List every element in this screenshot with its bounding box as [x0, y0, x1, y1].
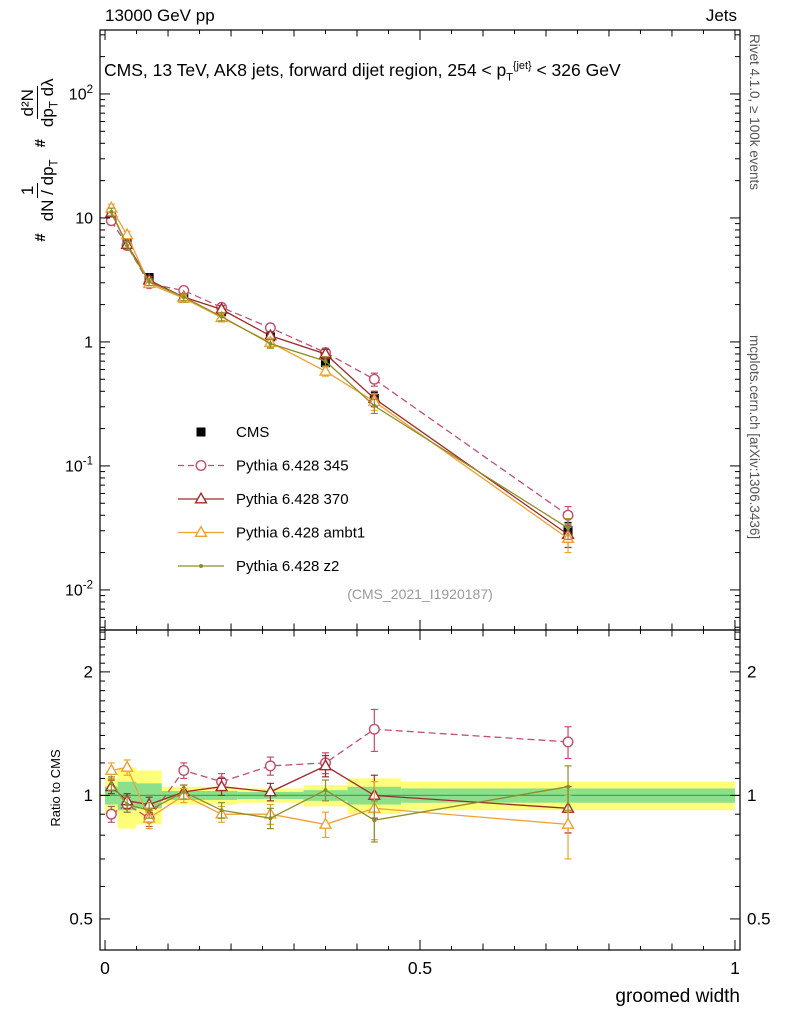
- panel-frame: [99, 629, 741, 951]
- legend-label: Pythia 6.428 ambt1: [236, 525, 365, 542]
- data-marker: [219, 314, 224, 319]
- legend-item-pythia-6-428-ambt1: Pythia 6.428 ambt1: [178, 525, 365, 542]
- data-marker: [120, 760, 134, 772]
- observable-group-label: Jets: [705, 6, 737, 25]
- y-tick-label: 1: [84, 786, 93, 805]
- ratio-y-axis-label: Ratio to CMS: [48, 749, 63, 827]
- data-marker: [196, 427, 206, 437]
- data-marker: [194, 525, 208, 537]
- legend-label: CMS: [236, 424, 269, 441]
- data-marker: [181, 789, 186, 794]
- series-pythia-6-428-z2: [107, 207, 572, 541]
- ylabel-fraction-1: 1 dN / dpT: [18, 159, 61, 221]
- data-marker: [125, 802, 130, 807]
- ylabel-frac1-numerator: 1: [18, 182, 39, 199]
- tick-marks: [100, 630, 740, 950]
- legend: CMS Pythia 6.428 345 Pythia 6.428 370 Pythi…: [178, 424, 365, 575]
- series-line: [110, 728, 569, 820]
- ylabel-frac2-numerator: d²N: [18, 86, 39, 120]
- main-y-axis-label: # 1 dN / dpT # d²N dpT dλ: [8, 0, 72, 320]
- y-tick-label: 0.5: [69, 909, 93, 928]
- data-marker: [120, 227, 134, 240]
- data-marker: [318, 817, 333, 829]
- ylabel-hash-2: #: [31, 139, 49, 148]
- y-tick-label: 10-1: [65, 456, 93, 476]
- ylabel-frac2-denominator: dpT dλ: [38, 78, 61, 128]
- series-pythia-6-428-345: [105, 215, 574, 527]
- data-marker: [566, 526, 571, 531]
- beam-energy-label: 13000 GeV pp: [105, 6, 215, 25]
- data-marker: [323, 788, 328, 793]
- rivet-version-label: Rivet 4.1.0, ≥ 100k events: [747, 34, 762, 190]
- ratio-panel: 0.5 0.5 1 1 2 2: [69, 629, 771, 951]
- mcplots-reference-label: mcplots.cern.ch [arXiv:1306.3436]: [747, 335, 762, 540]
- data-marker: [268, 341, 273, 346]
- data-marker: [318, 364, 333, 376]
- data-marker: [372, 403, 377, 408]
- data-marker: [264, 760, 276, 772]
- ylabel-hash-1: #: [31, 233, 49, 242]
- plot-title: CMS, 13 TeV, AK8 jets, forward dijet reg…: [104, 60, 621, 84]
- x-tick-label: 0.5: [408, 958, 432, 978]
- x-axis-label: groomed width: [615, 986, 740, 1007]
- data-marker: [147, 808, 152, 813]
- data-marker: [194, 491, 208, 504]
- y-tick-label-right: 0.5: [747, 909, 771, 928]
- data-marker: [195, 460, 207, 472]
- y-tick-label: 1: [84, 334, 93, 351]
- data-marker: [147, 279, 152, 284]
- x-tick-label: 0: [100, 958, 110, 978]
- data-marker: [178, 765, 190, 777]
- data-marker: [109, 209, 114, 214]
- panel-frame: [99, 29, 741, 631]
- y-tick-label: 10: [75, 210, 93, 227]
- y-tick-label: 10-2: [65, 580, 93, 600]
- data-marker: [214, 779, 229, 792]
- legend-label: Pythia 6.428 345: [236, 458, 349, 475]
- data-marker: [318, 758, 333, 771]
- data-marker: [566, 784, 571, 789]
- data-marker: [104, 763, 118, 776]
- data-marker: [562, 736, 574, 748]
- legend-label: Pythia 6.428 z2: [236, 558, 339, 575]
- main-panel: 10-2 10-1 1 10 102: [65, 29, 741, 631]
- data-marker: [181, 295, 186, 300]
- data-marker: [105, 808, 117, 820]
- data-marker: [368, 373, 380, 385]
- ylabel-fraction-2: d²N dpT dλ: [18, 78, 61, 127]
- series-line: [110, 211, 569, 529]
- y-tick-label: 2: [84, 662, 93, 681]
- series-pythia-6-428-z2: [107, 765, 572, 843]
- x-tick-label: 1: [730, 958, 740, 978]
- data-marker: [109, 781, 114, 786]
- legend-item-pythia-6-428-370: Pythia 6.428 370: [178, 491, 349, 508]
- data-marker: [368, 723, 380, 735]
- y-tick-label-right: 1: [747, 786, 756, 805]
- data-marker: [219, 808, 224, 813]
- data-marker: [372, 818, 377, 823]
- data-marker: [268, 816, 273, 821]
- legend-label: Pythia 6.428 370: [236, 491, 349, 508]
- legend-item-pythia-6-428-345: Pythia 6.428 345: [178, 458, 349, 475]
- ylabel-frac1-denominator: dN / dpT: [38, 159, 61, 222]
- legend-item-cms: CMS: [196, 424, 269, 441]
- y-tick-label: 102: [69, 84, 93, 104]
- tick-marks: [100, 30, 740, 630]
- y-tick-label-right: 2: [747, 662, 756, 681]
- data-marker: [199, 564, 203, 568]
- analysis-id-watermark: (CMS_2021_I1920187): [347, 586, 493, 602]
- legend-item-pythia-6-428-z2: Pythia 6.428 z2: [178, 558, 339, 575]
- data-marker: [125, 243, 130, 248]
- data-marker: [263, 784, 277, 797]
- data-marker: [561, 817, 575, 829]
- data-marker: [323, 359, 328, 364]
